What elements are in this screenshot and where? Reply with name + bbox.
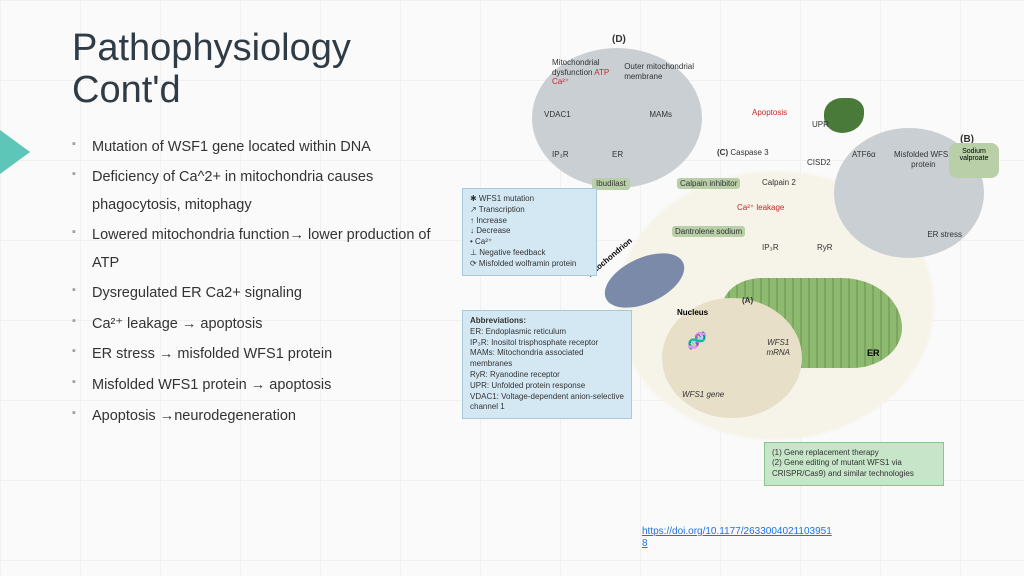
legend-item: ↓ Decrease: [470, 226, 589, 237]
label: Caspase 3: [730, 148, 768, 157]
tag-d: (D): [612, 34, 626, 46]
legend-box: ✱ WFS1 mutation ↗ Transcription ↑ Increa…: [462, 188, 597, 276]
nucleus-label: Nucleus: [677, 308, 708, 317]
slide-body: Pathophysiology Cont'd Mutation of WSF1 …: [0, 0, 1024, 576]
er-label: ER: [867, 348, 880, 358]
label: MAMs: [649, 110, 672, 120]
label: ER: [612, 150, 623, 160]
right-column: (D) Mitochondrial dysfunction ATP Ca²⁺ O…: [462, 28, 984, 556]
label: ATF6α: [852, 150, 876, 160]
label: Apoptosis: [752, 108, 787, 117]
label: Ca²⁺: [552, 77, 569, 86]
label: IP₃R: [762, 243, 779, 252]
list-item: Dysregulated ER Ca2+ signaling: [72, 280, 452, 308]
abbr-row: RyR: Ryanodine receptor: [470, 370, 560, 379]
label: dysfunction: [552, 68, 592, 77]
accent-chevron: [0, 130, 30, 174]
abbr-title: Abbreviations:: [470, 316, 526, 325]
label: Calpain inhibitor: [677, 178, 740, 189]
legend-item: ⊥ Negative feedback: [470, 248, 589, 259]
label: Ca²⁺ leakage: [737, 203, 784, 212]
gene-therapy-box: (1) Gene replacement therapy (2) Gene ed…: [764, 442, 944, 486]
bullet-list: Mutation of WSF1 gene located within DNA…: [72, 134, 452, 430]
label: Dantrolene sodium: [672, 226, 745, 237]
sodium-valproate-label: Sodium valproate: [949, 143, 999, 178]
label: ER stress: [927, 230, 962, 240]
slide-title: Pathophysiology Cont'd: [72, 28, 452, 112]
list-item: Mutation of WSF1 gene located within DNA: [72, 134, 452, 162]
label: WFS1: [767, 338, 789, 347]
label: membrane: [624, 72, 662, 81]
label: Mitochondrial: [552, 58, 600, 67]
label: RyR: [817, 243, 833, 252]
label: VDAC1: [544, 110, 571, 120]
legend-item: ↑ Increase: [470, 216, 589, 227]
label: IP₃R: [552, 150, 569, 160]
list-item: Ca²⁺ leakage → apoptosis: [72, 311, 452, 339]
abbr-row: ER: Endoplasmic reticulum: [470, 327, 566, 336]
abbr-row: VDAC1: Voltage-dependent anion-selective…: [470, 392, 624, 412]
legend-item: ↗ Transcription: [470, 205, 589, 216]
abbr-row: IP₃R: Inositol trisphosphate receptor: [470, 338, 598, 347]
tag-a: (A): [742, 296, 753, 305]
tag-c: (C): [717, 148, 728, 157]
citation-link[interactable]: https://doi.org/10.1177/2633004021103951…: [642, 526, 832, 550]
label: ATP: [594, 68, 609, 77]
list-item: Lowered mitochondria function→ lower pro…: [72, 222, 452, 277]
abbreviations-box: Abbreviations: ER: Endoplasmic reticulum…: [462, 310, 632, 419]
list-item: ER stress → misfolded WFS1 protein: [72, 341, 452, 369]
label: mRNA: [766, 348, 790, 357]
abbr-row: MAMs: Mitochondria associated membranes: [470, 348, 583, 368]
label: UPR: [812, 120, 829, 129]
label: Ibudilast: [592, 178, 630, 190]
legend-item: ⟳ Misfolded wolframin protein: [470, 259, 589, 270]
abbr-row: UPR: Unfolded protein response: [470, 381, 585, 390]
legend-item: • Ca²⁺: [470, 237, 589, 248]
legend-item: ✱ WFS1 mutation: [470, 194, 589, 205]
left-column: Pathophysiology Cont'd Mutation of WSF1 …: [72, 28, 452, 556]
list-item: Apoptosis →neurodegeneration: [72, 403, 452, 431]
label: CISD2: [807, 158, 831, 167]
label: Misfolded WFS1: [894, 150, 953, 159]
label: Calpain 2: [762, 178, 796, 187]
label: WFS1 gene: [682, 390, 724, 400]
bubble-d: (D) Mitochondrial dysfunction ATP Ca²⁺ O…: [532, 48, 702, 188]
apoptosis-icon: [824, 98, 864, 133]
list-item: Misfolded WFS1 protein → apoptosis: [72, 372, 452, 400]
list-item: Deficiency of Ca^2+ in mitochondria caus…: [72, 164, 452, 219]
label: protein: [911, 160, 935, 169]
pathway-diagram: (D) Mitochondrial dysfunction ATP Ca²⁺ O…: [462, 48, 984, 516]
label: Outer mitochondrial: [624, 62, 694, 71]
